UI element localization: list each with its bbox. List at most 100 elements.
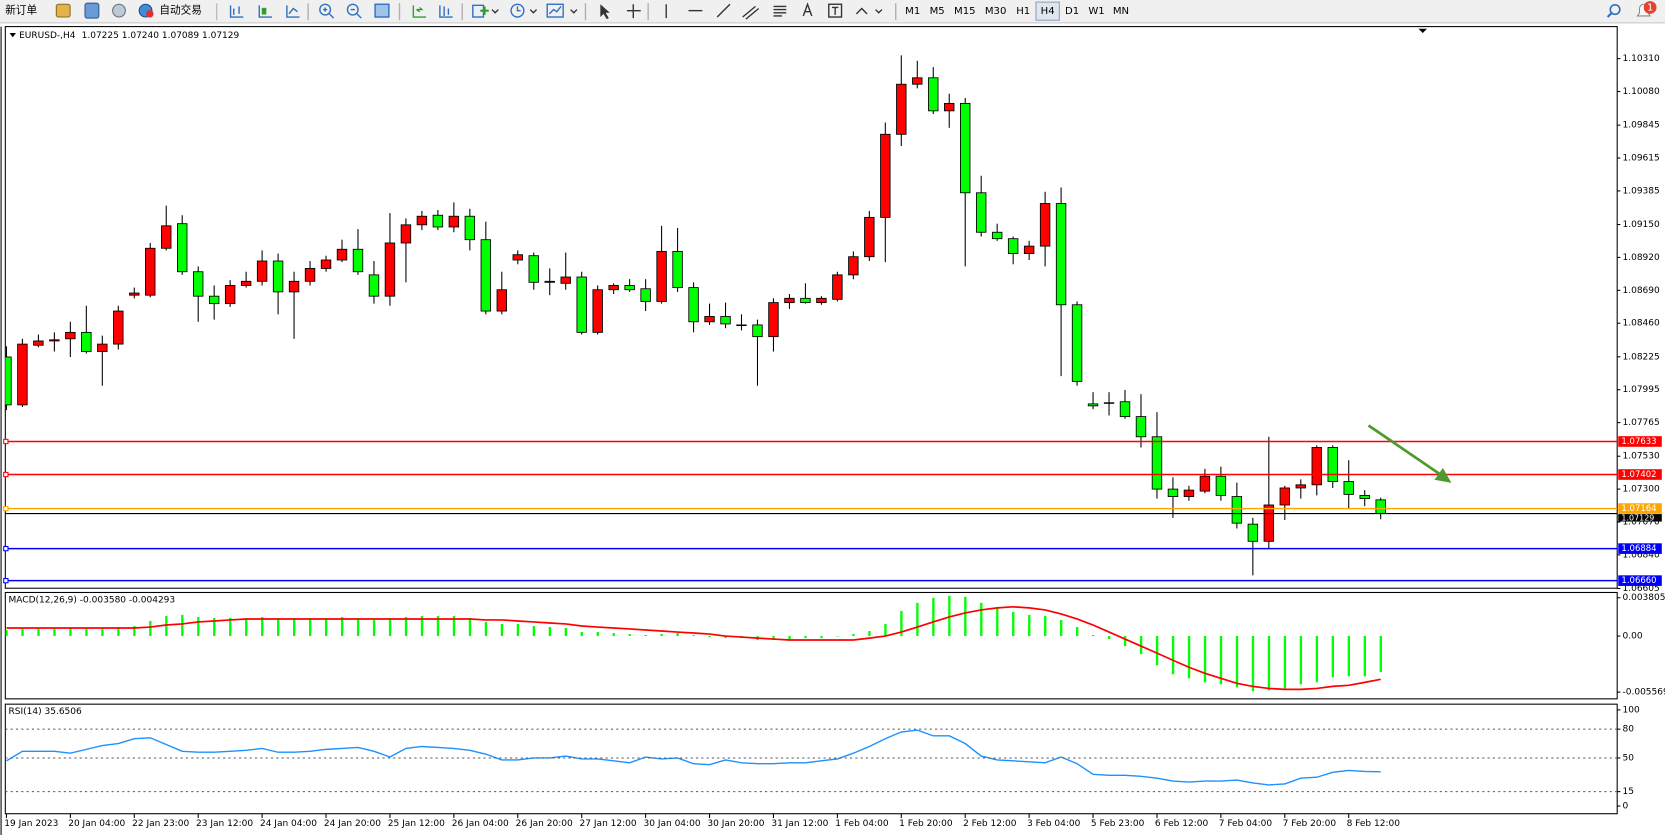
- panel-menu-marker: [9, 32, 16, 38]
- candle-body: [1183, 489, 1195, 497]
- candle-body: [1039, 203, 1051, 247]
- macd-bar: [1267, 636, 1271, 691]
- x-tick-label: 7 Feb 20:00: [1283, 819, 1337, 829]
- x-tick-label: 7 Feb 04:00: [1219, 819, 1273, 829]
- y-tick-label: 1.08460: [1622, 319, 1660, 329]
- candle-body: [991, 231, 1003, 240]
- macd-panel: [4, 591, 1618, 700]
- candle-body: [688, 287, 699, 323]
- macd-bar: [1187, 636, 1191, 679]
- y-tick-label: 1.06840: [1622, 550, 1660, 560]
- timeframe-button[interactable]: M5: [930, 6, 945, 17]
- y-tick-label: 1.10310: [1622, 54, 1660, 64]
- auto-trading-button[interactable]: 自动交易: [159, 4, 201, 17]
- icon[interactable]: [55, 3, 71, 18]
- macd-bar: [37, 629, 40, 637]
- macd-bar: [1123, 636, 1127, 647]
- macd-bar: [516, 623, 520, 637]
- macd-bar: [468, 617, 472, 637]
- axes: 1.10310 1.10080 1.09845 1.09615 1.09385 1.091…: [3, 54, 1665, 829]
- timeframe-button[interactable]: M1: [905, 6, 920, 17]
- timeframe-button[interactable]: W1: [1088, 6, 1104, 17]
- chart-title: EURUSD-,H4: [19, 31, 76, 41]
- timeframe-button[interactable]: M15: [954, 6, 976, 17]
- macd-bar: [1155, 636, 1159, 666]
- candle-body: [400, 224, 412, 244]
- candle-body: [912, 77, 923, 85]
- macd-bar: [1076, 626, 1079, 637]
- candle-body: [768, 302, 779, 338]
- level-label: 1.06884: [1621, 544, 1656, 554]
- macd-bar: [596, 632, 599, 637]
- candle-body: [33, 340, 44, 346]
- macd-bar: [1028, 614, 1031, 637]
- candle-body: [161, 225, 172, 249]
- y-tick-label: 1.09615: [1622, 154, 1659, 164]
- candle-body: [896, 83, 907, 135]
- candle-body: [1327, 447, 1338, 482]
- timeframe-button[interactable]: D1: [1065, 6, 1079, 17]
- rsi-line: [6, 729, 1381, 786]
- candle-body: [864, 216, 875, 258]
- y-tick-label: 1.10080: [1622, 87, 1660, 97]
- macd-bar: [1347, 636, 1351, 677]
- icon[interactable]: [84, 2, 100, 19]
- x-tick-label: 30 Jan 20:00: [707, 819, 764, 829]
- y-tick-label: 1.07765: [1622, 418, 1659, 428]
- candle-body: [448, 215, 460, 228]
- candle-body: [592, 289, 603, 333]
- timeframe-button[interactable]: MN: [1113, 6, 1129, 17]
- level-handle: [3, 577, 9, 584]
- x-tick-label: 20 Jan 04:00: [68, 819, 125, 829]
- macd-bar: [1171, 636, 1175, 675]
- macd-bar: [245, 617, 248, 637]
- chart-tools[interactable]: [229, 2, 897, 21]
- candle-body: [975, 192, 987, 233]
- candle-body: [320, 259, 332, 269]
- y-tick-label: 80: [1622, 725, 1634, 735]
- candle-body: [1295, 484, 1306, 489]
- x-tick-label: 2 Feb 12:00: [963, 819, 1017, 829]
- level-label: 1.06660: [1621, 576, 1656, 586]
- candle-body: [1151, 436, 1163, 490]
- rsi-title: RSI(14) 35.6506: [9, 707, 83, 717]
- candle-body: [640, 288, 651, 302]
- toolbar-bg: [0, 0, 1665, 24]
- macd-bar: [1044, 615, 1047, 637]
- macd-bar: [772, 636, 775, 641]
- candle-body: [304, 268, 316, 282]
- macd-bar: [564, 628, 567, 637]
- macd-bar: [21, 629, 24, 637]
- macd-bar: [372, 619, 376, 637]
- icon[interactable]: [112, 3, 126, 18]
- candle-body: [464, 215, 476, 241]
- macd-bar: [213, 617, 216, 637]
- macd-bar: [1331, 636, 1335, 678]
- macd-bar: [197, 616, 200, 637]
- search-icon[interactable]: [1609, 3, 1621, 16]
- y-tick-label: 0.00: [1622, 632, 1642, 642]
- candle-body: [848, 256, 859, 276]
- macd-bar: [420, 615, 424, 637]
- candle-body: [512, 254, 523, 261]
- timeframe-button[interactable]: H1: [1016, 6, 1030, 17]
- macd-bar: [452, 615, 456, 637]
- candle-body: [1135, 416, 1147, 438]
- timeframe-bar: M1 M5 M15 M30 H1 H4 D1 W1 MN: [905, 1, 1129, 21]
- macd-bar: [644, 635, 647, 637]
- timeframe-button[interactable]: M30: [985, 6, 1007, 17]
- y-tick-label: 1.08920: [1622, 253, 1660, 263]
- macd-bar: [932, 597, 935, 637]
- macd-bar: [5, 630, 8, 637]
- new-order-button[interactable]: 新订单: [5, 4, 37, 17]
- timeframe-button[interactable]: H4: [1041, 6, 1055, 17]
- macd-bar: [852, 634, 855, 637]
- candle-body: [704, 316, 715, 323]
- macd-bar: [69, 628, 72, 637]
- y-tick-label: 100: [1622, 705, 1639, 715]
- macd-bar: [996, 607, 999, 637]
- candle-body: [496, 289, 508, 312]
- y-tick-label: 1.08690: [1622, 286, 1660, 296]
- candle-body: [97, 343, 108, 352]
- current-price-bg: [1618, 514, 1662, 522]
